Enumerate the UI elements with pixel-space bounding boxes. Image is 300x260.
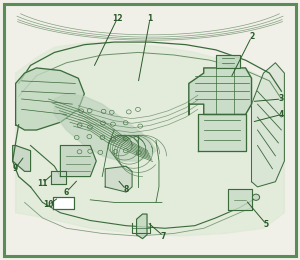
Text: 2: 2: [249, 32, 254, 41]
Polygon shape: [136, 214, 147, 239]
Text: 5: 5: [264, 220, 269, 229]
Text: 9: 9: [12, 164, 18, 173]
Polygon shape: [52, 171, 66, 184]
Text: 1: 1: [147, 14, 153, 23]
Polygon shape: [53, 197, 74, 209]
Polygon shape: [16, 42, 284, 236]
Text: 7: 7: [161, 232, 166, 240]
Text: 12: 12: [112, 14, 122, 23]
Text: 10: 10: [43, 200, 54, 210]
Text: 4: 4: [279, 110, 284, 119]
Circle shape: [252, 194, 260, 200]
Text: 3: 3: [279, 94, 284, 103]
Polygon shape: [216, 55, 240, 68]
Polygon shape: [60, 146, 96, 177]
Polygon shape: [16, 68, 84, 130]
Text: 11: 11: [37, 179, 48, 187]
Polygon shape: [13, 146, 31, 171]
Polygon shape: [198, 114, 246, 151]
Polygon shape: [105, 166, 132, 192]
Polygon shape: [251, 63, 284, 187]
Polygon shape: [189, 68, 251, 114]
Text: 6: 6: [64, 187, 69, 197]
Polygon shape: [54, 94, 156, 161]
Text: 8: 8: [123, 185, 129, 194]
Polygon shape: [228, 190, 251, 210]
